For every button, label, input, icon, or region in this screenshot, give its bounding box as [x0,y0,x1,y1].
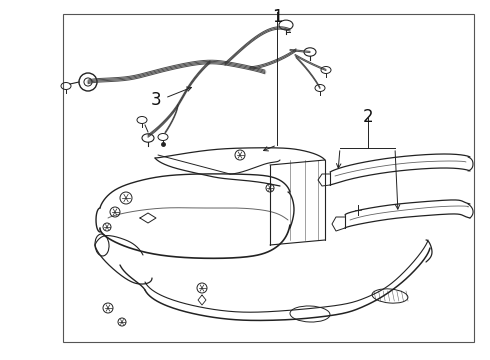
Bar [63,14,474,342]
Text: 1: 1 [271,8,282,26]
Text: 3: 3 [151,91,161,109]
Text: 2: 2 [363,108,373,126]
